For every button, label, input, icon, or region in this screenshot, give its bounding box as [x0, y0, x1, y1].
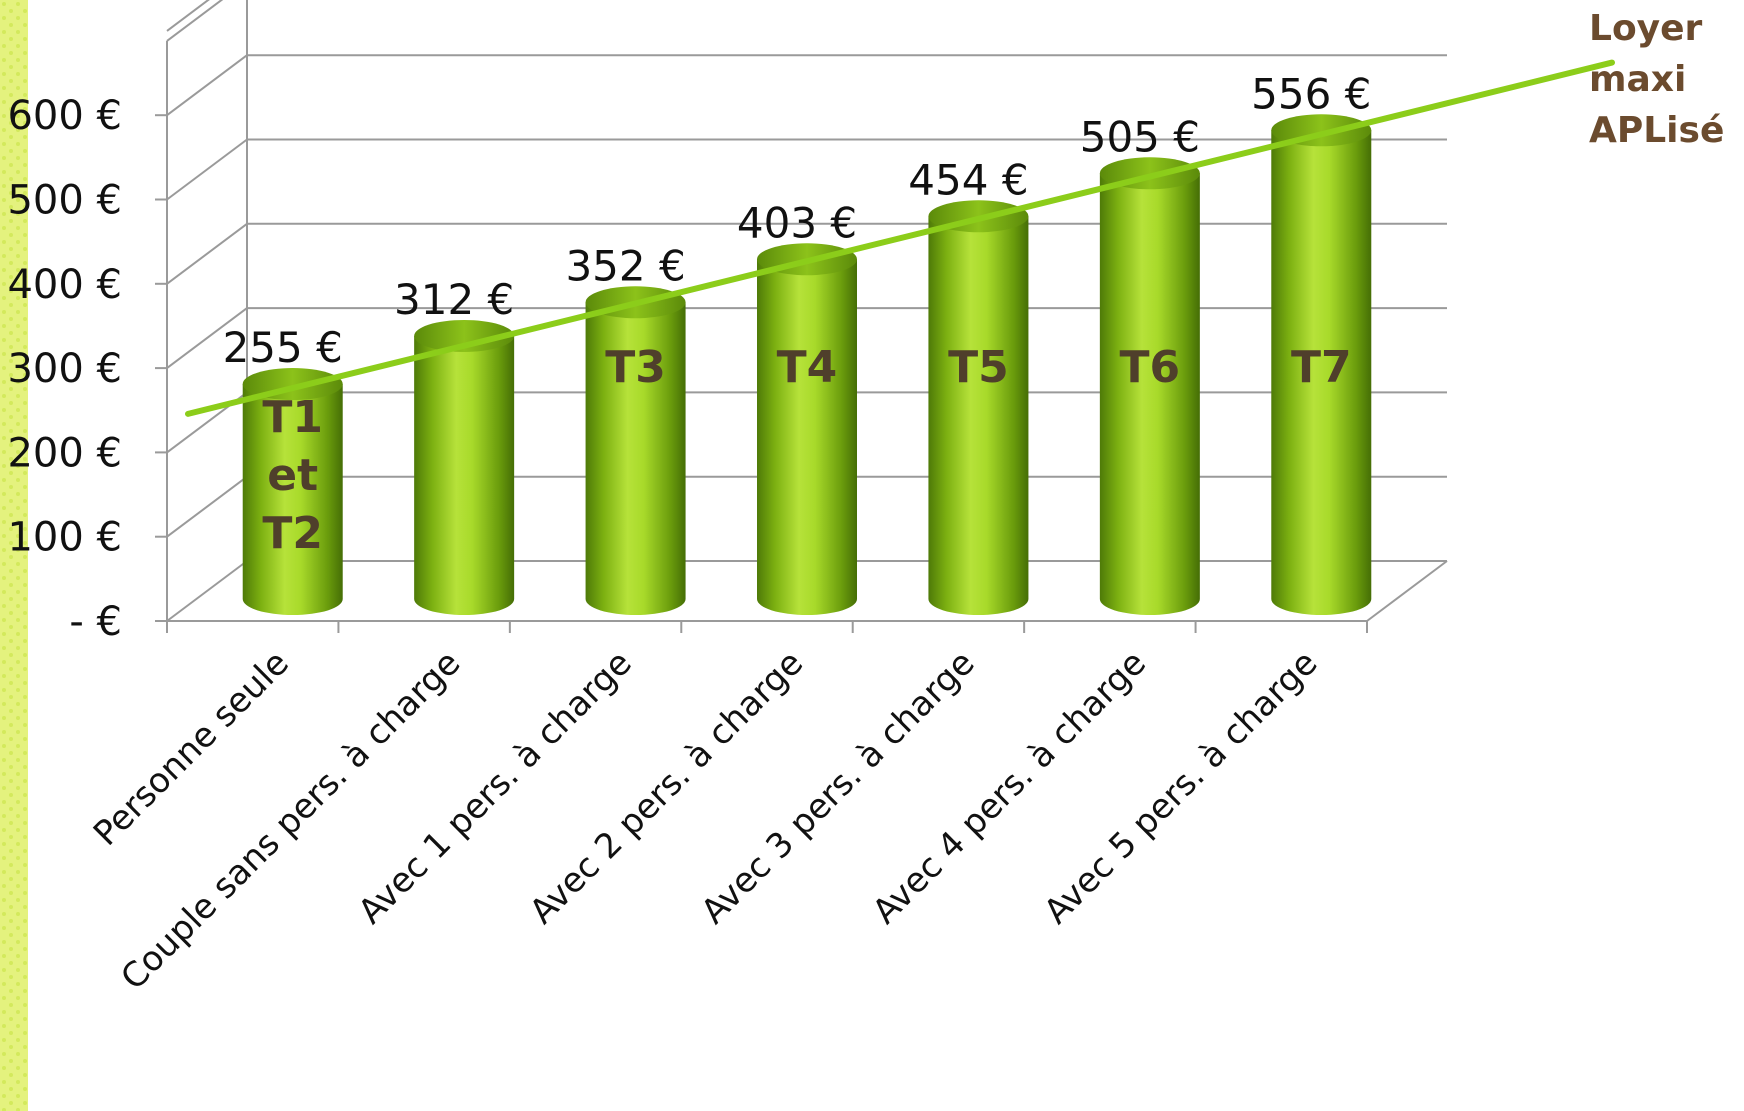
bar-body [242, 384, 343, 615]
bar-body [1099, 173, 1200, 615]
bar-inner-label: et [267, 450, 318, 501]
y-tick-label: 200 € [7, 430, 122, 476]
y-tick-label: 300 € [7, 346, 122, 392]
y-tick-label: 400 € [7, 262, 122, 308]
trend-line-legend: maxi [1589, 59, 1686, 100]
y-tick-label: - € [69, 599, 122, 645]
bar-body [1271, 130, 1372, 616]
bar-inner-label: T3 [605, 342, 666, 393]
data-label: 312 € [394, 275, 514, 324]
x-category-label: Avec 2 pers. à charge [522, 643, 811, 932]
gridline-diagonal [166, 307, 248, 369]
bar-inner-label: T6 [1120, 342, 1181, 393]
bar-inner-label: T4 [777, 342, 838, 393]
bar-body [757, 259, 857, 615]
bar-inner-label: T2 [262, 508, 323, 559]
bar-inner-label: T1 [262, 392, 323, 443]
data-label: 556 € [1251, 69, 1371, 118]
gridline-diagonal [166, 223, 248, 285]
y-tick-label: 500 € [7, 178, 122, 224]
y-tick-label: 100 € [7, 515, 122, 561]
floor-right-edge [1366, 560, 1448, 622]
bar-4 [757, 243, 857, 615]
gridline-diagonal [166, 138, 248, 201]
bar-body [414, 335, 515, 615]
bar-3 [585, 286, 686, 615]
trend-line-legend: APLisé [1589, 110, 1724, 151]
data-label: 255 € [223, 323, 343, 372]
x-category-label: Avec 1 pers. à charge [351, 643, 640, 932]
gridline-diagonal [166, 475, 248, 538]
data-label: 403 € [737, 198, 857, 247]
trend-line-legend: Loyer [1589, 8, 1703, 49]
bar-top [414, 319, 515, 352]
x-category-label: Avec 5 pers. à charge [1036, 643, 1325, 932]
data-label: 454 € [908, 155, 1028, 204]
trend-line [185, 59, 1615, 417]
bar-5 [928, 200, 1029, 615]
gridline-diagonal [166, 560, 248, 622]
wall-top-edge [166, 0, 224, 42]
data-label: 352 € [565, 241, 685, 290]
data-label: 505 € [1080, 112, 1200, 161]
gridline-diagonal [166, 54, 248, 116]
bar-inner-label: T5 [948, 342, 1009, 393]
x-category-label: Couple sans pers. à charge [113, 643, 468, 998]
x-category-label: Avec 4 pers. à charge [865, 643, 1154, 932]
trend-line-group [185, 59, 1615, 417]
gridline-diagonal [166, 0, 210, 32]
bar-inner-label: T7 [1291, 342, 1352, 393]
bar-body [928, 216, 1029, 615]
stripe-fill [0, 0, 28, 1111]
x-category-label: Avec 3 pers. à charge [694, 643, 983, 932]
bar-body [585, 302, 686, 615]
y-tick-label: 600 € [7, 93, 122, 139]
bar-2 [414, 319, 515, 615]
